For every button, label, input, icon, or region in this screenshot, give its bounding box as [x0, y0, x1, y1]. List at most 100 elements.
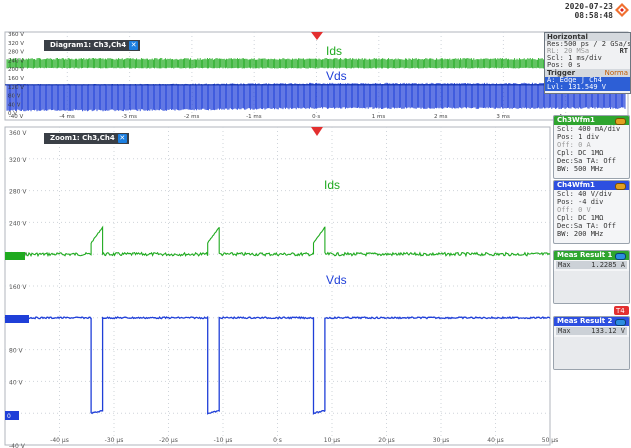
svg-text:0: 0 — [7, 413, 11, 420]
zoom1-y-tick-label: 160 V — [9, 284, 27, 291]
zoom1-x-tick-label: 20 µs — [378, 437, 395, 444]
diagram1-y-tick-label: 160 V — [8, 76, 24, 82]
zoom1-x-tick-label: 40 µs — [487, 437, 504, 444]
meas1-row: Max 1.2285 A — [556, 261, 627, 269]
meas2-body — [554, 337, 629, 369]
zoom1-y-tick-label: 80 V — [9, 348, 24, 355]
datetime-display: 2020-07-23 08:58:48 — [563, 2, 613, 20]
ch4-pos: Pos: -4 div — [557, 198, 604, 206]
zoom1-x-tick-label: -10 µs — [214, 437, 233, 444]
toggle-icon[interactable] — [615, 183, 626, 190]
diagram1-window[interactable]: 360 V 320 V 280 V 240 V 200 V 160 V 120 V 80 V 4… — [4, 31, 629, 121]
ground-level-marker[interactable]: 0 — [5, 411, 19, 420]
diagram1-x-tick-label: 2 ms — [434, 114, 448, 120]
meas2-title: Meas Result 2 — [554, 317, 629, 326]
zoom1-traces — [4, 225, 551, 415]
svg-text:T4: T4 — [615, 307, 625, 315]
close-icon[interactable]: ✕ — [129, 41, 139, 50]
zoom1-y-tick-label: 240 V — [9, 220, 27, 227]
zoom1-y-tick-label: -40 V — [9, 443, 26, 448]
ch3-pos: Pos: 1 div — [557, 133, 600, 141]
zoom1-x-tick-label: 50 µs — [542, 437, 559, 444]
diagram1-y-tick-label: 80 V — [8, 94, 21, 100]
diagram1-x-tick-label: -2 ms — [184, 114, 200, 120]
meas1-body — [554, 271, 629, 303]
zoom1-x-labels: -40 µs -30 µs -20 µs -10 µs 0 s 10 µs 20 µs 30 … — [50, 437, 558, 444]
vds-trace — [4, 315, 551, 415]
diagram1-x-tick-label: -40 V — [9, 114, 24, 120]
ch4-info-panel[interactable]: Ch4Wfm1 Scl: 40 V/div Pos: -4 div Off: 0… — [553, 180, 630, 244]
diagram1-x-tick-label: -3 ms — [122, 114, 138, 120]
diagram1-y-tick-label: 0 V — [8, 111, 17, 117]
zoom1-x-tick-label: -20 µs — [159, 437, 178, 444]
meas-result-2-panel[interactable]: Meas Result 2 Max 133.12 V — [553, 316, 630, 370]
ch3-offset-marker[interactable] — [5, 252, 25, 260]
close-icon[interactable]: ✕ — [117, 134, 127, 143]
trigger-level: Lvl: 131.549 V — [545, 84, 630, 91]
zoom1-y-tick-label: 40 V — [9, 379, 24, 386]
ch4-bandwidth: BW: 200 MHz — [557, 230, 604, 238]
ch4-offset: Off: 0 V — [557, 206, 591, 214]
ch4-decimation: Dec:Sa TA: Off — [557, 222, 617, 230]
ch4-offset-marker[interactable] — [5, 315, 29, 323]
diagram1-x-tick-label: 3 ms — [496, 114, 510, 120]
toggle-icon[interactable] — [615, 319, 626, 326]
zoom1-trigger-marker[interactable] — [311, 127, 323, 136]
ch3-info-panel[interactable]: Ch3Wfm1 Scl: 400 mA/div Pos: 1 div Off: … — [553, 115, 630, 179]
zoom1-y-tick-label: 320 V — [9, 157, 27, 164]
zoom1-ids-label: Ids — [324, 178, 340, 192]
zoom1-vds-label: Vds — [326, 273, 347, 287]
zoom1-x-tick-label: 30 µs — [433, 437, 450, 444]
diagram1-y-tick-label: 360 V — [8, 32, 24, 38]
diagram1-traces — [5, 58, 628, 112]
meas-result-1-panel[interactable]: Meas Result 1 Max 1.2285 A — [553, 250, 630, 304]
app-logo-icon — [615, 3, 629, 17]
meas1-label: Max — [558, 261, 571, 269]
diagram1-x-tick-label: -4 ms — [59, 114, 75, 120]
zoom1-y-tick-label: 280 V — [9, 189, 27, 196]
trigger-source: A: Edge ʃ Ch4 — [545, 77, 630, 84]
horizontal-header: Horizontal — [545, 33, 630, 41]
ch4-scale: Scl: 40 V/div — [557, 190, 612, 198]
diagram1-y-tick-label: 240 V — [8, 58, 24, 64]
ids-trace — [4, 225, 551, 258]
ch3-scale: Scl: 400 mA/div — [557, 125, 621, 133]
t4-marker[interactable]: T4 — [614, 306, 629, 315]
zoom1-y-tick-label: 360 V — [9, 130, 27, 137]
horizontal-pos: Pos: 0 s — [547, 61, 581, 69]
meas1-title: Meas Result 1 — [554, 251, 629, 260]
meas2-label: Max — [558, 327, 571, 335]
zoom1-x-tick-label: -30 µs — [105, 437, 124, 444]
ch3-bandwidth: BW: 500 MHz — [557, 165, 604, 173]
ch4-coupling: Cpl: DC 1MΩ — [557, 214, 604, 222]
horizontal-scale: Scl: 1 ms/div — [547, 54, 602, 62]
zoom1-x-tick-label: -40 µs — [50, 437, 69, 444]
diagram1-y-tick-label: 320 V — [8, 41, 24, 47]
toggle-icon[interactable] — [615, 118, 626, 125]
zoom1-x-tick-label: 0 s — [273, 437, 282, 444]
diagram1-trigger-marker[interactable] — [311, 32, 323, 40]
diagram1-y-labels: 360 V 320 V 280 V 240 V 200 V 160 V 120 V 80 V 4… — [8, 32, 24, 117]
diagram1-x-tick-label: 1 ms — [372, 114, 386, 120]
meas2-row: Max 133.12 V — [556, 327, 627, 335]
date-text: 2020-07-23 — [564, 2, 613, 11]
diagram1-vds-label: Vds — [326, 69, 347, 83]
horizontal-rl: RL: 20 MSa RT — [547, 47, 628, 55]
horizontal-trigger-box[interactable]: Horizontal Res:500 ps / 2 GSa/s RL: 20 M… — [544, 32, 631, 94]
time-text: 08:58:48 — [574, 11, 613, 20]
ch3-title: Ch3Wfm1 — [554, 116, 629, 125]
ch3-decimation: Dec:Sa TA: Off — [557, 157, 617, 165]
diagram1-vds-trace — [6, 82, 626, 112]
diagram1-y-tick-label: 40 V — [8, 102, 21, 108]
diagram1-x-tick-label: 0 s — [312, 114, 320, 120]
ch3-coupling: Cpl: DC 1MΩ — [557, 149, 604, 157]
ch3-offset: Off: 0 A — [557, 141, 591, 149]
toggle-icon[interactable] — [615, 253, 626, 260]
zoom1-title-tab[interactable]: Zoom1: Ch3,Ch4 ✕ — [44, 133, 129, 144]
horizontal-res: Res:500 ps / 2 GSa/s — [547, 40, 631, 48]
diagram1-ids-label: Ids — [326, 44, 342, 58]
diagram1-title-tab[interactable]: Diagram1: Ch3,Ch4 ✕ — [44, 40, 141, 51]
trigger-header: Trigger Norma — [545, 69, 630, 77]
